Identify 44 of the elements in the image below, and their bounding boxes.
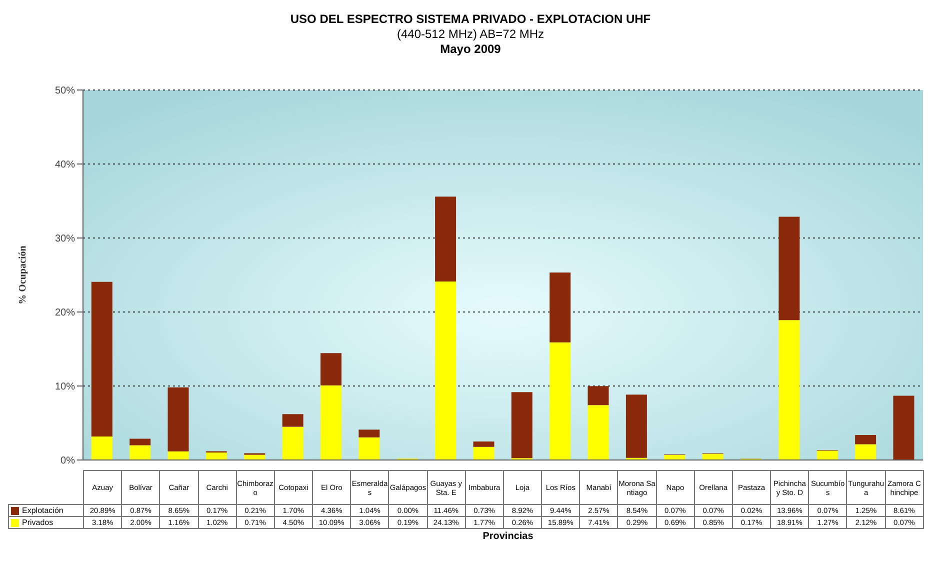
bar [282, 414, 304, 427]
y-tick-label: 20% [54, 308, 76, 319]
y-tick-label: 10% [54, 382, 76, 393]
bar [588, 386, 609, 406]
bar [550, 272, 571, 342]
bar [893, 396, 914, 460]
bar [282, 426, 304, 460]
legend-label: Explotación [8, 504, 84, 516]
text: Mayo 2009 [439, 42, 502, 57]
bar [91, 282, 112, 436]
bar [855, 444, 876, 460]
legend-label: Privados [8, 516, 84, 528]
y-tick-label: 50% [54, 86, 76, 97]
bar [778, 216, 800, 320]
bar [702, 454, 724, 460]
bar [206, 452, 227, 460]
bar [778, 320, 800, 460]
bar [358, 437, 380, 460]
bar [130, 438, 151, 446]
bar [320, 385, 342, 460]
bar [435, 281, 456, 460]
x-axis-title: Provincias [482, 531, 534, 542]
bar [244, 454, 266, 460]
bar [168, 387, 189, 452]
bar [168, 451, 189, 460]
bar [130, 445, 151, 460]
bar [511, 392, 532, 458]
bar [626, 394, 647, 458]
bar [588, 405, 609, 460]
y-tick-label: 30% [54, 234, 76, 245]
y-tick-label: 0% [60, 456, 76, 467]
chart-title: USO DEL ESPECTRO SISTEMA PRIVADO - EXPLOTACION UHF [289, 12, 652, 27]
y-tick-label: 40% [54, 160, 76, 171]
bar [358, 430, 380, 438]
bar [855, 435, 876, 444]
bar [91, 436, 112, 460]
chart-subtitle: (440-512 MHz) AB=72 MHz [396, 27, 546, 42]
y-axis-title: % Ocupación [18, 245, 29, 304]
bar [473, 446, 494, 460]
bar [550, 342, 571, 460]
bar [816, 450, 838, 460]
bar [473, 442, 494, 447]
bar [320, 353, 342, 386]
bar [435, 196, 456, 282]
